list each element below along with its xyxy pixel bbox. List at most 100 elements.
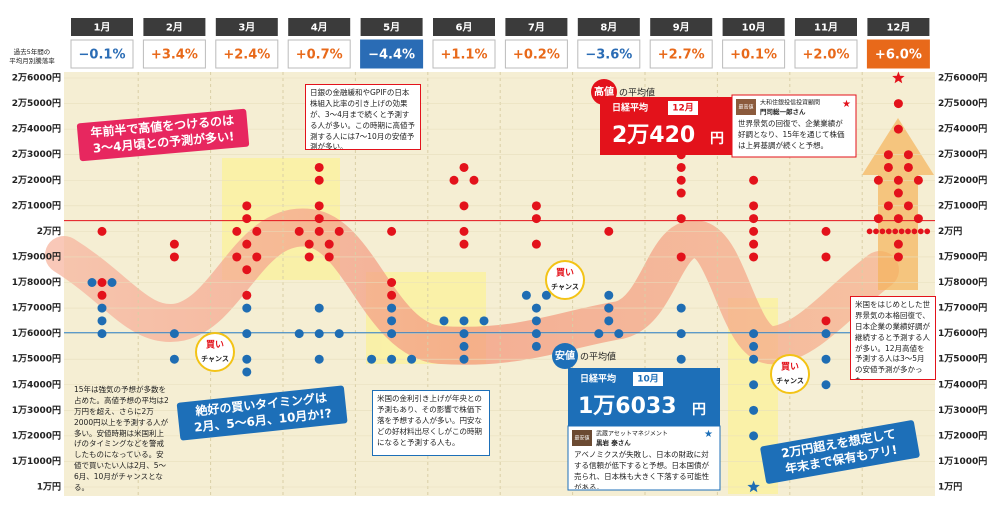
dot — [294, 329, 304, 339]
dot — [531, 316, 541, 326]
analyst-card — [567, 425, 721, 491]
dot — [169, 252, 179, 262]
month-header — [433, 18, 495, 36]
dot — [97, 316, 107, 326]
dot — [459, 354, 469, 364]
analyst-comment: アベノミクスが失敗し、日本の財政に対する信頼が低下すると予想。日本国債が売られ、… — [574, 450, 709, 489]
chance-badge: 買い チャンス — [545, 260, 585, 300]
rate-box — [577, 39, 641, 69]
y-tick-label: 2万2000円 — [938, 175, 987, 186]
dot — [304, 252, 314, 262]
dot — [87, 278, 97, 287]
month-header — [650, 18, 713, 36]
dot — [252, 226, 262, 236]
month-header — [288, 18, 351, 36]
dot — [232, 226, 242, 236]
y-tick-label: 2万6000円 — [12, 73, 61, 84]
dot — [676, 214, 686, 224]
y-tick-label: 2万3000円 — [938, 149, 987, 160]
dot — [531, 214, 541, 224]
note: 15年は強気の予想が多数を占めた。高値予想の平均は2万円を超え、さらに2万200… — [74, 385, 169, 492]
dot — [107, 278, 117, 287]
month-label: 5月 — [383, 22, 400, 34]
dot — [169, 239, 179, 249]
rate-label: +3.4% — [151, 48, 198, 63]
y-tick-label: 1万6000円 — [938, 328, 987, 339]
badge-text: 買い — [556, 268, 574, 279]
dot — [893, 124, 903, 134]
y-tick-label: 1万2000円 — [12, 430, 61, 441]
dot — [232, 252, 242, 262]
dot — [387, 303, 397, 313]
dot — [905, 228, 911, 235]
star: ★ — [704, 429, 713, 440]
dot — [883, 201, 893, 211]
dot — [883, 150, 893, 160]
month-header — [577, 18, 640, 36]
dot — [242, 303, 252, 313]
dot — [387, 354, 397, 364]
average-month: 10月 — [637, 374, 659, 385]
dot — [676, 329, 686, 339]
y-tick-label: 2万円 — [37, 226, 61, 237]
rate-label: −3.6% — [585, 48, 632, 63]
average-value: 2万420 — [612, 123, 695, 148]
low-average: 安値 の平均値 日経平均 10月 1万6033 円 最安値 武蔵アセットマネジメ… — [552, 343, 721, 491]
dot — [885, 228, 892, 235]
star: ★ — [842, 99, 851, 110]
average-box — [600, 97, 732, 155]
month-header — [143, 18, 206, 36]
dot — [541, 290, 551, 300]
dot — [898, 228, 905, 235]
dot — [387, 329, 397, 339]
dot — [314, 303, 324, 313]
rate-box — [722, 39, 786, 69]
dot — [387, 290, 397, 300]
analyst-badge: 最安値 — [574, 435, 589, 442]
dot — [407, 354, 417, 364]
note-text: 米国をはじめとした世界景気の本格回復で、日本企業の業績好調が継続すると予測する人… — [850, 296, 936, 380]
month-tag — [633, 372, 663, 386]
comment-text: 世界景気の回復で、企業業績が好調となり、15年を通じて株価は上昇基調が続くと予想… — [738, 119, 845, 150]
dot — [387, 316, 397, 326]
dot — [821, 380, 831, 390]
average-unit: 円 — [692, 402, 706, 418]
analyst-person: 門司総一郎さん — [760, 107, 806, 116]
dot — [873, 214, 883, 224]
y-tick-label: 1万3000円 — [938, 405, 987, 416]
dot — [821, 226, 831, 236]
series-name: 高値 — [594, 85, 614, 98]
dot — [594, 329, 604, 339]
dot — [749, 239, 759, 249]
dot — [866, 228, 873, 235]
dot — [97, 226, 107, 236]
y-tick-label: 1万2000円 — [938, 430, 987, 441]
dot — [873, 175, 883, 185]
rate-box — [360, 39, 424, 69]
note: 米国の金利引き上げが年央との予測もあり、その影響で株価下落を予想する人が多い。円… — [372, 390, 490, 456]
y-tick-label: 1万9000円 — [12, 251, 61, 262]
average-unit: 円 — [710, 131, 724, 147]
y-tick-label: 2万6000円 — [938, 73, 987, 84]
dot — [676, 354, 686, 364]
month-label: 2月 — [166, 22, 183, 34]
month-header — [360, 18, 423, 36]
dot — [314, 329, 324, 339]
month-label: 8月 — [600, 22, 617, 34]
dot — [324, 252, 334, 262]
dot — [459, 341, 469, 351]
rate-label: +0.1% — [730, 48, 777, 63]
note-text: 米国の金利引き上げが年央との予測もあり、その影響で株価下落を予想する人が多い。円… — [372, 390, 490, 456]
dot — [924, 228, 931, 235]
dot — [521, 290, 531, 300]
dot — [242, 367, 252, 377]
average-month: 12月 — [672, 103, 694, 114]
y-tick-label: 2万5000円 — [12, 98, 61, 109]
rate-box — [504, 39, 568, 69]
dot — [459, 316, 469, 326]
dot — [367, 354, 377, 364]
dot — [314, 354, 324, 364]
month-header — [215, 18, 278, 36]
